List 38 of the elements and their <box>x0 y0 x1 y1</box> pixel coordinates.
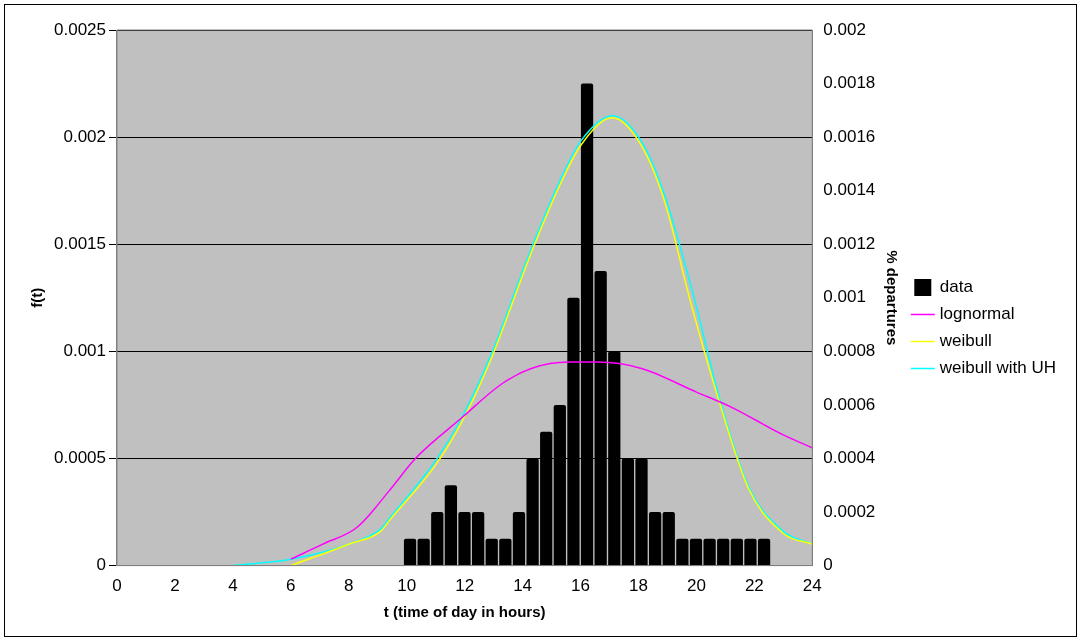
x-tick-label: 10 <box>397 576 417 596</box>
x-tick-label: 0 <box>112 576 122 596</box>
y-tick-label: 0 <box>96 555 106 575</box>
y2-tick-label: 0.0016 <box>823 126 876 146</box>
y2-tick-label: 0.0004 <box>823 448 876 468</box>
x-tick-label: 18 <box>629 576 648 596</box>
line-series <box>290 361 813 560</box>
x-tick-label: 16 <box>571 576 590 596</box>
x-tick-label: 2 <box>170 576 180 596</box>
x-tick-label: 6 <box>286 576 296 596</box>
y-tick-label: 0.0015 <box>54 233 106 253</box>
x-tick-label: 4 <box>228 576 238 596</box>
x-tick-label: 8 <box>344 576 354 596</box>
y-tick-label: 0.0005 <box>54 448 106 468</box>
legend-label: lognormal <box>939 304 1015 324</box>
x-tick-label: 14 <box>513 576 533 596</box>
y2-tick-label: 0.0002 <box>823 501 876 521</box>
x-tick-label: 24 <box>802 576 822 596</box>
y-tick-label: 0.002 <box>63 126 106 146</box>
legend-label: data <box>939 277 974 297</box>
y-tick-label: 0.001 <box>63 341 106 361</box>
x-tick-label: 12 <box>455 576 475 596</box>
y2-tick-label: 0.0012 <box>823 233 876 253</box>
y2-axis-title: % departures <box>884 250 902 346</box>
y2-tick-label: 0.002 <box>823 19 866 39</box>
y-axis-title: f(t) <box>28 287 46 308</box>
legend-label: weibull with UH <box>938 358 1056 378</box>
x-tick-label: 20 <box>686 576 706 596</box>
y-tick-label: 0.0025 <box>54 19 106 39</box>
y2-tick-label: 0.0018 <box>823 73 876 93</box>
x-tick-label: 22 <box>744 576 764 596</box>
y2-tick-label: 0.001 <box>823 287 866 307</box>
y2-tick-label: 0.0014 <box>823 180 876 200</box>
y2-tick-label: 0.0008 <box>823 341 876 361</box>
y2-tick-label: 0 <box>823 555 833 575</box>
y2-tick-label: 0.0006 <box>823 394 876 414</box>
x-axis-title: t (time of day in hours) <box>383 603 546 621</box>
legend-label: weibull <box>938 331 992 351</box>
